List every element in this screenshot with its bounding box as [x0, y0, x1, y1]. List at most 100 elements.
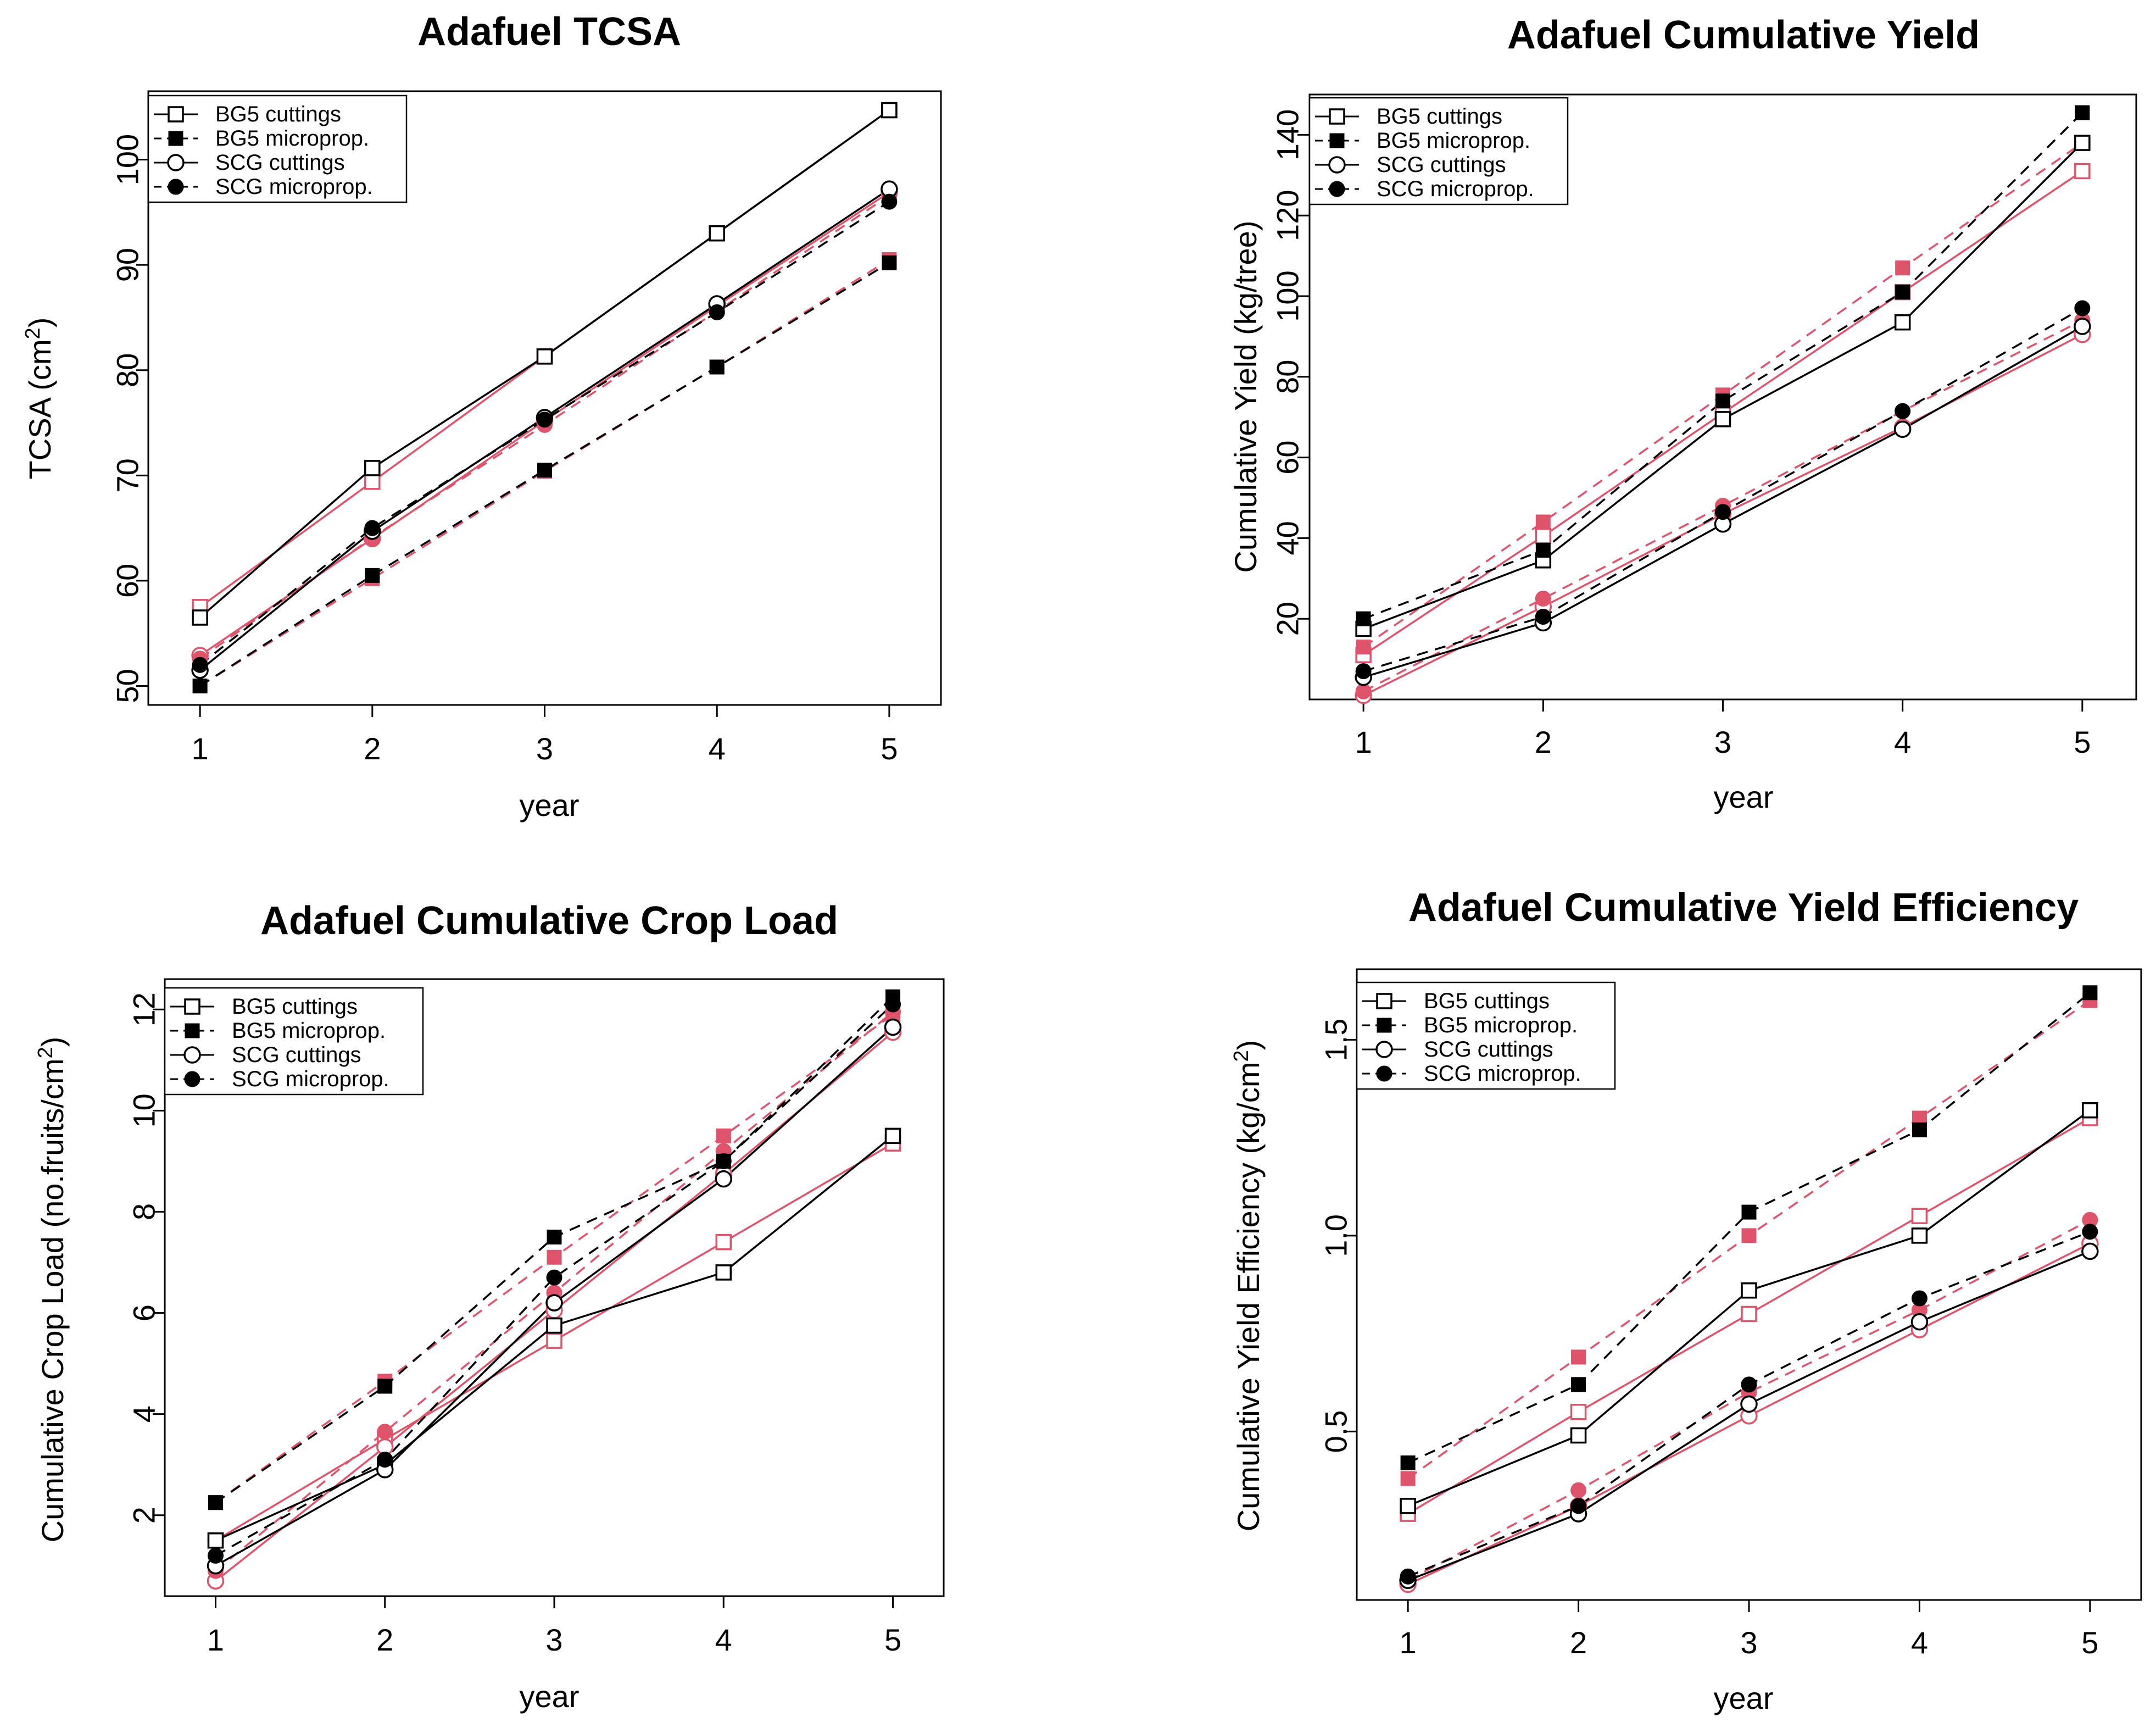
legend-label: BG5 microprop.: [232, 1019, 386, 1043]
x-tick-label: 2: [376, 1623, 393, 1657]
x-tick-label: 2: [1570, 1625, 1587, 1660]
data-point: [715, 1153, 732, 1169]
legend-marker: [1377, 1018, 1392, 1033]
y-tick-label: 1.5: [1319, 1018, 1353, 1061]
x-axis-label: year: [1714, 780, 1774, 814]
data-point: [537, 412, 553, 428]
data-point: [192, 679, 208, 694]
data-point: [547, 1249, 562, 1265]
chart-title: Adafuel Cumulative Crop Load: [260, 899, 838, 943]
x-tick-label: 3: [1714, 725, 1731, 759]
x-tick-label: 2: [1535, 725, 1552, 759]
y-axis-label: Cumulative Crop Load (no.fruits/cm2): [34, 1037, 70, 1543]
data-point: [1715, 393, 1730, 409]
data-point: [1715, 504, 1731, 520]
data-point: [1355, 683, 1372, 699]
x-tick-label: 1: [192, 731, 209, 766]
data-point: [377, 1379, 393, 1394]
legend-label: SCG cuttings: [1424, 1037, 1553, 1062]
x-tick-label: 4: [709, 731, 726, 766]
data-point: [1714, 411, 1731, 427]
data-point: [2074, 135, 2091, 151]
data-point: [208, 1495, 223, 1510]
legend-marker: [1375, 1041, 1393, 1058]
data-point: [2074, 163, 2091, 180]
data-point: [1535, 527, 1552, 544]
x-tick-label: 5: [881, 731, 898, 766]
data-point: [884, 1018, 902, 1036]
x-tick-label: 3: [545, 1623, 562, 1657]
data-point: [709, 304, 725, 320]
chart-title: Adafuel Cumulative Yield Efficiency: [1408, 886, 2079, 930]
legend-marker: [168, 179, 184, 195]
legend-marker: [168, 131, 183, 146]
y-tick-label: 90: [110, 248, 145, 282]
data-point: [1895, 260, 1910, 276]
legend-marker: [1329, 181, 1345, 197]
series-line: [1407, 1219, 2091, 1581]
data-point: [715, 1170, 733, 1188]
data-point: [364, 520, 381, 536]
data-point: [1741, 1376, 1757, 1393]
x-axis-label: year: [520, 1679, 580, 1714]
data-point: [2082, 1102, 2098, 1119]
y-tick-label: 10: [127, 1093, 161, 1127]
data-point: [1400, 1455, 1416, 1470]
legend-marker: [183, 1046, 201, 1064]
y-tick-label: 80: [110, 353, 145, 387]
x-tick-label: 3: [536, 731, 553, 766]
legend-label: BG5 cuttings: [215, 102, 341, 126]
legend-marker: [167, 154, 185, 171]
data-point: [881, 193, 898, 210]
data-point: [1571, 1377, 1586, 1392]
y-tick-label: 120: [1271, 190, 1305, 241]
data-point: [2082, 1224, 2098, 1240]
x-tick-label: 5: [2074, 725, 2091, 759]
y-tick-label: 100: [1271, 270, 1305, 321]
data-point: [715, 1234, 732, 1251]
legend-marker: [184, 998, 200, 1015]
x-axis-label: year: [520, 788, 580, 823]
data-point: [884, 1127, 901, 1144]
data-point: [1895, 285, 1910, 300]
data-point: [716, 1128, 731, 1143]
x-tick-label: 5: [2081, 1625, 2098, 1660]
series-line: [1363, 307, 2083, 673]
series-line: [1363, 112, 2083, 620]
data-point: [545, 1294, 563, 1312]
chart-title: Adafuel TCSA: [417, 10, 681, 54]
y-tick-label: 8: [127, 1203, 161, 1220]
x-tick-label: 3: [1740, 1625, 1757, 1660]
data-point: [1894, 314, 1911, 331]
y-tick-label: 60: [1271, 440, 1305, 474]
data-point: [2082, 985, 2098, 1001]
x-tick-label: 5: [884, 1623, 901, 1657]
data-point: [715, 1264, 732, 1281]
legend-label: BG5 cuttings: [1377, 104, 1502, 129]
legend-box: [1356, 981, 1616, 1090]
chart-panel: Adafuel TCSA 1 2 3 4 5 50 60 70 80 90 100 year TCSA (…: [21, 10, 942, 823]
legend-label: SCG microprop.: [232, 1067, 389, 1091]
y-axis-label: Cumulative Yield (kg/tree): [1228, 220, 1263, 573]
data-point: [885, 996, 901, 1013]
series-line: [199, 201, 890, 666]
y-tick-label: 40: [1271, 521, 1305, 555]
data-point: [1912, 1122, 1927, 1137]
y-tick-label: 50: [110, 669, 145, 703]
legend-box: [164, 987, 424, 1096]
chart-panel: Adafuel Cumulative Yield Efficiency 1 2 3 4 5…: [1230, 886, 2142, 1715]
legend-label: SCG microprop.: [215, 175, 373, 199]
y-tick-label: 60: [110, 564, 145, 598]
y-tick-label: 6: [127, 1304, 161, 1321]
legend-label: SCG cuttings: [1377, 153, 1506, 177]
legend-marker: [168, 106, 184, 123]
x-tick-label: 2: [364, 731, 381, 766]
x-tick-label: 1: [207, 1623, 224, 1657]
data-point: [2075, 105, 2090, 120]
data-point: [364, 460, 381, 476]
x-tick-label: 4: [1894, 725, 1911, 759]
legend-label: SCG cuttings: [215, 151, 345, 175]
